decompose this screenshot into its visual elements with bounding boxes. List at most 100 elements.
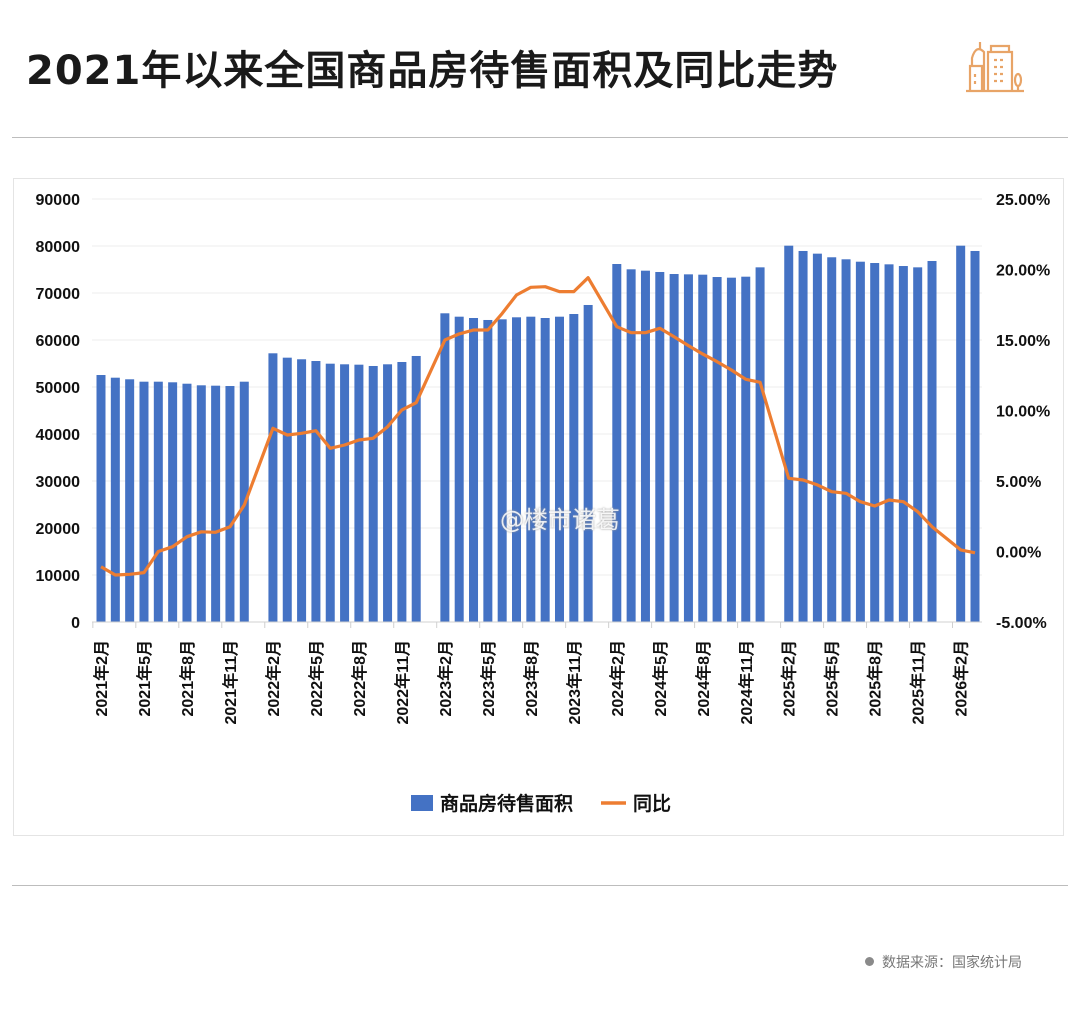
x-tick-label: 2026年2月 [952,640,971,717]
bottom-divider [12,885,1068,886]
bar [469,318,479,622]
x-tick-label: 2023年2月 [436,640,455,717]
bar [855,261,865,622]
bar [196,385,206,622]
y-right-tick-label: 25.00% [996,192,1050,209]
x-tick-label: 2021年8月 [178,640,197,717]
bar [139,381,149,622]
bar [311,361,321,622]
bar [841,259,851,622]
bar [827,257,837,622]
bar [397,361,407,622]
x-tick-label: 2021年2月 [92,640,111,717]
x-tick-label: 2025年5月 [823,640,842,717]
bar [96,375,106,622]
city-buildings-icon [966,42,1024,93]
bar [368,365,378,622]
bar [125,379,135,622]
bullet-icon [865,957,874,966]
x-tick-label: 2025年2月 [780,640,799,717]
y-left-tick-label: 80000 [36,239,81,256]
x-tick-label: 2022年5月 [307,640,326,717]
bar [913,267,923,622]
x-tick-label: 2024年8月 [694,640,713,717]
bar [870,263,880,622]
bar [784,245,794,622]
bar [211,385,221,622]
top-divider [12,137,1068,138]
y-left-tick-label: 50000 [36,380,81,397]
bar [554,316,564,622]
x-tick-label: 2024年5月 [651,640,670,717]
x-tick-label: 2025年11月 [909,640,928,725]
bar [640,270,650,622]
x-tick-label: 2021年11月 [221,640,240,725]
bar [282,357,292,622]
bar [669,274,679,622]
bar [297,359,307,622]
bar [612,264,622,622]
bar [798,250,808,622]
bar [440,313,450,622]
x-tick-label: 2022年8月 [350,640,369,717]
bar [655,271,665,622]
bar [884,264,894,622]
bar [741,276,751,622]
x-tick-label: 2023年8月 [522,640,541,717]
page-title: 2021年以来全国商品房待售面积及同比走势 [26,48,839,94]
x-tick-label: 2023年11月 [565,640,584,725]
bar [583,304,593,622]
bar [454,316,464,622]
bar [110,377,120,622]
y-right-tick-label: 10.00% [996,404,1050,421]
y-left-tick-label: 10000 [36,568,81,585]
watermark: @楼市诸葛 [500,506,620,534]
x-tick-label: 2024年2月 [608,640,627,717]
y-left-tick-label: 30000 [36,474,81,491]
bar [755,267,765,622]
bar [626,269,636,622]
y-right-tick-label: 15.00% [996,333,1050,350]
bar [497,319,507,622]
bar [812,253,822,622]
y-right-tick-label: 5.00% [996,474,1041,491]
x-tick-label: 2021年5月 [135,640,154,717]
y-left-tick-label: 40000 [36,427,81,444]
bar [182,383,192,622]
bar [168,382,178,622]
bar [325,363,335,622]
bar [153,381,163,622]
legend-label-bar: 商品房待售面积 [440,792,573,815]
bar [512,317,522,622]
chart-frame [13,178,1064,836]
x-tick-label: 2022年11月 [393,640,412,725]
bar [225,386,235,622]
source-text: 数据来源：国家统计局 [882,955,1022,971]
bar [970,250,980,622]
bar [268,353,278,622]
bar [898,266,908,622]
data-source: 数据来源：国家统计局 [865,952,1022,972]
x-tick-label: 2022年2月 [264,640,283,717]
bar [726,277,736,622]
bar [354,364,364,622]
bar [540,318,550,622]
bar [698,274,708,622]
bar [411,355,421,622]
y-right-tick-label: -5.00% [996,615,1047,632]
bar [683,274,693,622]
bar [483,319,493,622]
bar [383,364,393,622]
y-right-tick-label: 20.00% [996,263,1050,280]
legend-label-line: 同比 [633,793,671,815]
bar [526,316,536,622]
x-tick-label: 2025年8月 [866,640,885,717]
bar [340,364,350,622]
x-tick-label: 2024年11月 [737,640,756,725]
y-left-tick-label: 20000 [36,521,81,538]
bar [569,314,579,622]
legend-swatch-bar [411,795,433,811]
y-left-tick-label: 60000 [36,333,81,350]
bar [712,277,722,622]
